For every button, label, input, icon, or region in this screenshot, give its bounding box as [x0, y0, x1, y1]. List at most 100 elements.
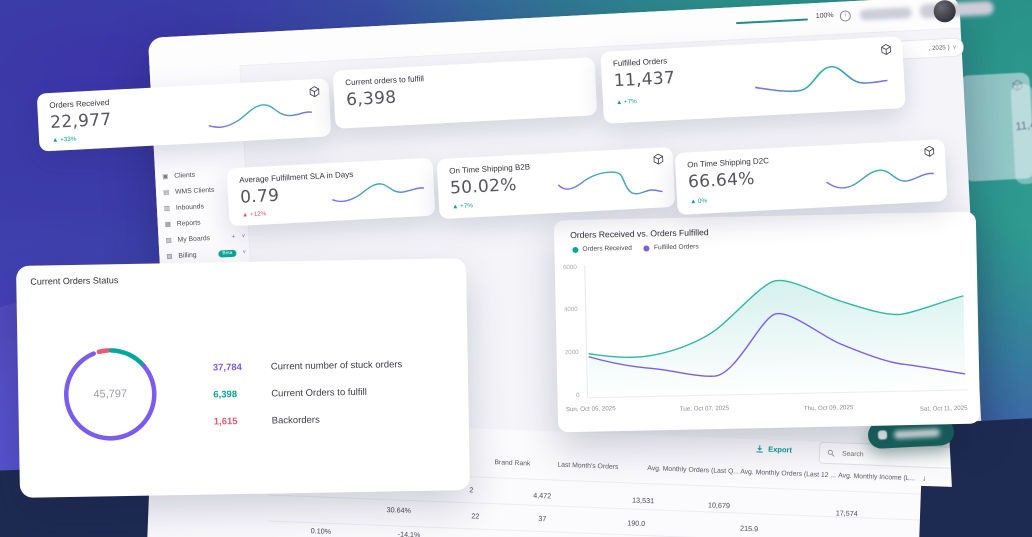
kpi-delta: ▲ +33%	[51, 135, 77, 144]
column-header[interactable]: Avg. Monthly Income (L...	[838, 472, 916, 483]
column-header[interactable]: Avg. Monthly Orders (Last 12 ...	[740, 468, 837, 480]
kpi-delta: ▲ +7%	[615, 98, 637, 107]
status-legend-row: 6,398 Current Orders to fulfill	[213, 387, 367, 401]
cell-percent: 0.10%	[310, 526, 332, 536]
cell-avg-q: 13,531	[631, 495, 655, 506]
sidebar-item-my-boards[interactable]: ▧ My Boards + ∨	[165, 229, 246, 247]
chevron-down-icon: ∨	[952, 44, 957, 51]
boards-icon: ▧	[165, 237, 172, 245]
status-legend-row: 1,615 Backorders	[214, 415, 320, 428]
stuck-orders-label: Current number of stuck orders	[270, 359, 403, 373]
button-label-blur	[893, 428, 941, 439]
kpi-delta: ▲ 0%	[689, 197, 708, 206]
status-legend-row: 37,784 Current number of stuck orders	[213, 359, 403, 373]
kpi-label: Current orders to fulfill	[345, 74, 425, 88]
cell-brand-rank: 22	[471, 511, 480, 521]
clients-icon: ▣	[162, 173, 169, 181]
sidebar-item-label: My Boards	[177, 234, 211, 244]
sort-descending-icon[interactable]: ↓	[922, 473, 927, 483]
card-title: Current Orders Status	[30, 275, 119, 287]
package-icon	[652, 152, 666, 166]
kpi-label: On Time Shipping D2C	[686, 156, 770, 170]
backorders-label: Backorders	[271, 414, 320, 427]
x-tick: Thu, Oct 09, 2025	[803, 404, 854, 413]
x-tick: Tue, Oct 07, 2025	[679, 404, 730, 413]
zoom-progress-bar[interactable]	[735, 18, 808, 25]
sidebar-item-label: Clients	[174, 171, 196, 180]
search-input[interactable]	[839, 448, 935, 462]
donut-total: 45,797	[93, 388, 128, 401]
topbar-button[interactable]	[859, 7, 912, 21]
kpi-value: 22,977	[49, 109, 112, 133]
orders-to-fulfill-label: Current Orders to fulfill	[271, 386, 367, 400]
current-orders-status-card: Current Orders Status 45,797 37,784 Curr…	[16, 258, 470, 498]
add-board-button[interactable]: +	[231, 233, 236, 241]
beta-badge: Beta	[218, 249, 237, 258]
sparkline	[557, 171, 663, 195]
sidebar-item-billing[interactable]: ▨ Billing Beta ∨	[166, 245, 247, 263]
cell-last-month: 4,472	[533, 490, 552, 501]
kpi-label: On Time Shipping B2B	[448, 162, 531, 176]
cell-percent: 30.64%	[386, 505, 412, 516]
kpi-on-time-shipping-b2b: On Time Shipping B2B 50.02% ▲ +7%	[436, 146, 676, 220]
cell-avg-q: 190.0	[627, 518, 646, 529]
chevron-down-icon[interactable]: ∨	[241, 233, 246, 240]
kpi-value: 11,437	[613, 68, 676, 92]
export-label: Export	[768, 444, 793, 455]
info-icon[interactable]: i	[839, 10, 852, 22]
kpi-avg-fulfillment-sla: Average Fulfillment SLA in Days 0.79 ▲ +…	[226, 157, 436, 227]
kpi-value: 0.79	[239, 185, 280, 208]
download-icon	[756, 445, 763, 453]
orders-to-fulfill-value: 6,398	[213, 389, 238, 401]
reports-icon: ▦	[164, 221, 172, 229]
stuck-orders-value: 37,784	[212, 362, 242, 374]
inbounds-icon: ▥	[163, 205, 171, 213]
chevron-down-icon[interactable]: ∨	[242, 249, 247, 256]
billing-icon: ▨	[166, 253, 173, 261]
cell-percent: -14.1%	[397, 529, 421, 537]
orders-chart-card: Orders Received vs. Orders Fulfilled Ord…	[553, 211, 981, 433]
wms-clients-icon: ▤	[162, 189, 170, 197]
date-range-text: , 2025 )	[928, 44, 950, 53]
package-icon	[879, 43, 893, 57]
cell-avg-12: 215.9	[739, 523, 759, 534]
avatar[interactable]	[933, 0, 957, 23]
column-header[interactable]: Avg. Monthly Orders (Last Q...	[647, 465, 740, 476]
backorders-value: 1,615	[213, 416, 238, 428]
search-box[interactable]	[818, 441, 960, 470]
cell-last-month: 37	[538, 513, 547, 524]
kpi-orders-received: Orders Received 22,977 ▲ +33%	[36, 78, 332, 152]
column-header[interactable]: Last Month's Orders	[557, 461, 619, 471]
kpi-label: Orders Received	[49, 97, 110, 111]
kpi-delta: ▲ +12%	[241, 210, 267, 219]
package-icon	[308, 85, 322, 99]
sparkline	[332, 183, 425, 203]
kpi-label: Fulfilled Orders	[612, 56, 668, 69]
sidebar-item-label: Billing	[178, 251, 197, 260]
package-icon	[922, 144, 936, 158]
background-navy-block	[918, 485, 1032, 537]
sparkline	[754, 65, 888, 93]
sidebar-item-label: WMS Clients	[174, 186, 215, 196]
column-header[interactable]: Brand Rank	[494, 459, 531, 468]
kpi-delta: ▲ +7%	[451, 202, 474, 211]
cell-avg-12: 10,679	[707, 500, 731, 511]
export-button[interactable]: Export	[755, 444, 793, 455]
kpi-value: 66.64%	[687, 168, 756, 193]
search-icon	[827, 449, 835, 457]
kpi-value: 50.02%	[449, 175, 518, 199]
x-tick: Sun, Oct 05, 2025	[565, 405, 616, 414]
kpi-on-time-shipping-d2c: On Time Shipping D2C 66.64% ▲ 0%	[674, 138, 948, 216]
sparkline	[208, 104, 313, 128]
brands-table: Export Brand Rank Last Month's Orders Av…	[145, 416, 962, 537]
sparkline	[826, 169, 934, 189]
sidebar-item-label: Inbounds	[175, 202, 205, 212]
kpi-fulfilled-orders: Fulfilled Orders 11,437 ▲ +7%	[600, 36, 906, 124]
zoom-level: 100%	[815, 12, 834, 21]
kpi-value: 6,398	[345, 87, 397, 111]
x-tick: Sat, Oct 11, 2025	[919, 404, 968, 413]
button-icon	[877, 430, 888, 440]
donut-chart: 45,797	[59, 343, 161, 445]
line-chart	[584, 265, 968, 399]
